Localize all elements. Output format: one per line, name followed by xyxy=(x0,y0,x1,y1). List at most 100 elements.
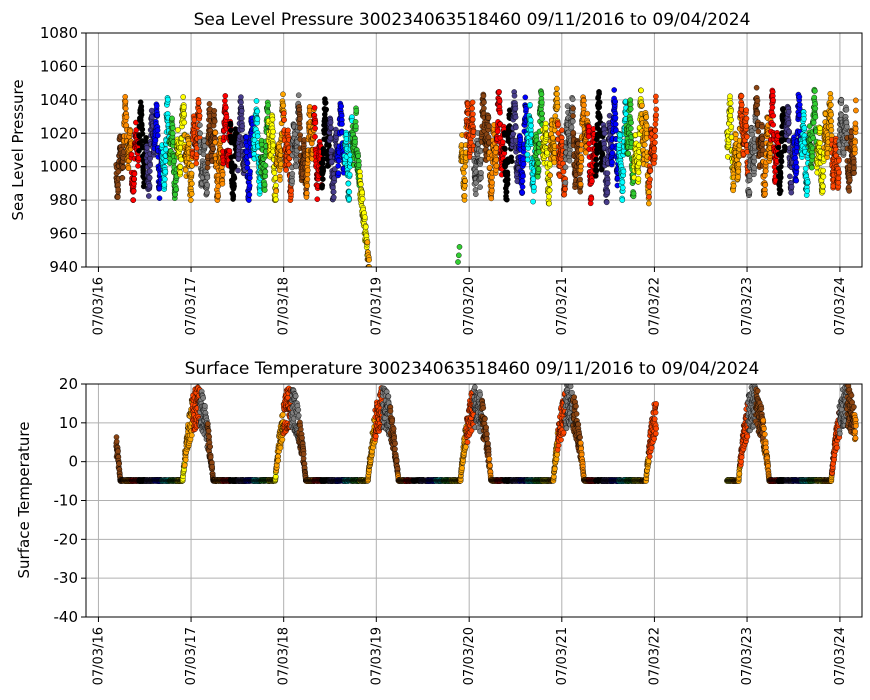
pressure-point xyxy=(643,114,650,120)
pressure-point xyxy=(753,84,760,91)
pressure-point xyxy=(793,177,800,184)
pressure-point xyxy=(123,114,130,120)
pressure-point xyxy=(787,173,793,180)
pressure-point xyxy=(604,170,611,176)
pressure-point xyxy=(619,179,626,186)
pressure-point xyxy=(485,123,492,129)
pressure-point xyxy=(261,187,268,193)
pressure-point xyxy=(519,189,526,196)
pressure-point xyxy=(627,106,634,112)
pressure-point xyxy=(247,168,253,175)
pressure-point xyxy=(138,112,145,118)
pressure-point xyxy=(593,156,600,163)
x-tick-label: 07/03/22 xyxy=(647,277,662,335)
pressure-point xyxy=(497,109,503,116)
pressure-point xyxy=(238,115,245,122)
pressure-point xyxy=(828,118,835,124)
pressure-point xyxy=(488,195,495,202)
pressure-point xyxy=(215,183,221,189)
pressure-point xyxy=(836,157,842,164)
pressure-point xyxy=(778,174,784,181)
pressure-point xyxy=(328,147,335,154)
pressure-point xyxy=(131,176,137,182)
pressure-point xyxy=(604,189,611,196)
pressure-point xyxy=(502,146,508,152)
pressure-point xyxy=(152,137,159,144)
pressure-point xyxy=(346,196,352,202)
pressure-point xyxy=(235,167,241,174)
pressure-point xyxy=(796,94,803,100)
pressure-point xyxy=(804,188,811,194)
pressure-point xyxy=(270,128,276,135)
pressure-point xyxy=(472,191,479,197)
pressure-point xyxy=(289,178,296,184)
pressure-point xyxy=(312,133,318,140)
pressure-point xyxy=(193,145,200,151)
pressure-point xyxy=(788,189,795,196)
pressure-point xyxy=(531,184,537,190)
pressure-point xyxy=(609,150,616,156)
pressure-point xyxy=(469,105,476,112)
pressure-point xyxy=(304,176,311,182)
pressure-point xyxy=(527,102,533,108)
y-tick-label: 1020 xyxy=(40,124,78,142)
pressure-point xyxy=(635,169,642,176)
pressure-point xyxy=(593,167,600,174)
pressure-point xyxy=(559,127,565,133)
pressure-point xyxy=(219,171,226,178)
pressure-point xyxy=(265,102,271,109)
pressure-point xyxy=(835,175,842,181)
pressure-point xyxy=(638,87,644,94)
pressure-point xyxy=(273,188,280,194)
pressure-point xyxy=(652,98,659,104)
pressure-point xyxy=(171,158,177,164)
x-tick-label: 07/03/20 xyxy=(462,277,477,335)
pressure-point xyxy=(180,104,187,110)
pressure-point xyxy=(547,172,553,179)
x-tick-label: 07/03/24 xyxy=(833,277,848,335)
pressure-point xyxy=(115,186,121,193)
pressure-point xyxy=(181,111,187,117)
pressure-point xyxy=(162,168,169,175)
pressure-point xyxy=(797,101,803,108)
pressure-point xyxy=(254,116,261,122)
pressure-point xyxy=(817,140,823,146)
pressure-point xyxy=(272,196,279,203)
pressure-point xyxy=(353,123,359,130)
pressure-point xyxy=(817,125,823,132)
pressure-point xyxy=(570,118,576,125)
pressure-point xyxy=(561,191,568,198)
pressure-point xyxy=(359,196,366,202)
pressure-point xyxy=(853,97,859,104)
pressure-point xyxy=(828,127,835,133)
pressure-point xyxy=(609,159,616,166)
pressure-point xyxy=(254,133,261,139)
pressure-point xyxy=(186,140,192,147)
temperature-point xyxy=(113,438,120,445)
pressure-point xyxy=(269,133,276,139)
pressure-point xyxy=(652,139,658,146)
y-tick-label: 960 xyxy=(49,225,78,243)
pressure-point xyxy=(546,193,552,200)
pressure-point xyxy=(262,168,269,175)
pressure-point xyxy=(812,105,819,112)
pressure-point xyxy=(195,99,202,106)
pressure-point xyxy=(493,156,500,163)
pressure-point xyxy=(327,134,334,141)
pressure-point xyxy=(604,180,611,186)
pressure-point xyxy=(156,195,163,201)
pressure-point xyxy=(493,162,500,169)
x-tick-label: 07/03/16 xyxy=(91,277,106,335)
pressure-point xyxy=(122,94,128,100)
pressure-point xyxy=(528,122,534,129)
pressure-point xyxy=(144,144,150,151)
pressure-point xyxy=(154,112,161,118)
pressure-point xyxy=(769,104,776,111)
pressure-point xyxy=(539,110,545,117)
pressure-point xyxy=(146,168,153,174)
pressure-point xyxy=(254,108,261,115)
pressure-point xyxy=(164,96,171,103)
pressure-point xyxy=(601,130,608,137)
pressure-point xyxy=(485,134,492,141)
pressure-point xyxy=(646,200,652,207)
